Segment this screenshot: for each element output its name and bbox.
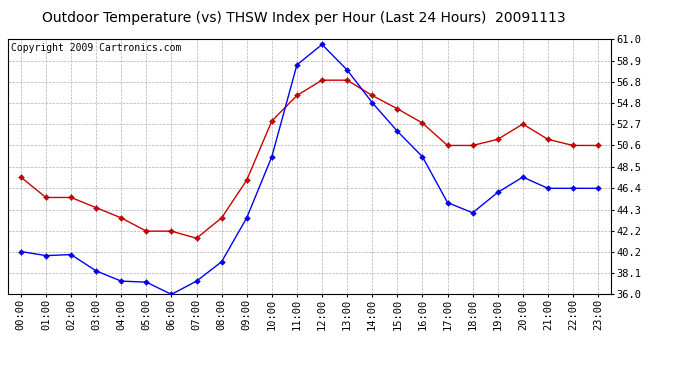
Text: Outdoor Temperature (vs) THSW Index per Hour (Last 24 Hours)  20091113: Outdoor Temperature (vs) THSW Index per …	[42, 11, 565, 25]
Text: Copyright 2009 Cartronics.com: Copyright 2009 Cartronics.com	[11, 43, 181, 53]
